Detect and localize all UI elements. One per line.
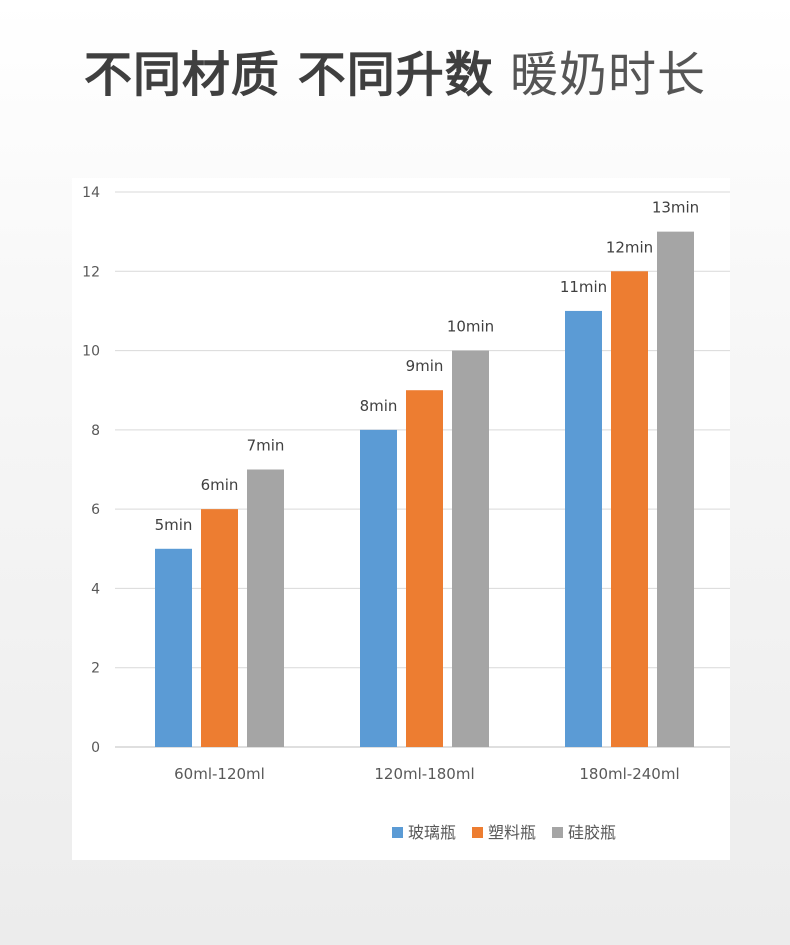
title-light: 暖奶时长 <box>509 47 706 103</box>
x-axis-ticks: 60ml-120ml 120ml-180ml 180ml-240ml <box>174 765 679 783</box>
bar-chart: 0 2 4 6 8 10 12 14 5min 6min 7min 8min 9min 10min 11m… <box>82 185 730 842</box>
y-tick-label: 12 <box>82 264 100 280</box>
y-tick-label: 10 <box>82 344 100 360</box>
data-label: 10min <box>447 318 494 336</box>
x-tick-label: 120ml-180ml <box>374 765 474 783</box>
data-label: 7min <box>247 437 285 455</box>
y-tick-label: 8 <box>91 423 100 439</box>
bar <box>247 469 284 747</box>
data-label: 8min <box>360 397 398 415</box>
y-tick-label: 14 <box>82 185 100 201</box>
y-tick-label: 0 <box>91 740 100 756</box>
y-tick-label: 6 <box>91 502 100 518</box>
x-tick-label: 180ml-240ml <box>579 765 679 783</box>
bar <box>406 390 443 747</box>
data-label: 9min <box>406 357 444 375</box>
y-tick-label: 2 <box>91 661 100 677</box>
bar <box>155 548 192 747</box>
data-label: 5min <box>155 516 193 534</box>
bar <box>201 509 238 747</box>
bar <box>565 310 602 747</box>
data-labels: 5min 6min 7min 8min 9min 10min 11min 12min 13min <box>155 199 700 534</box>
legend-label: 硅胶瓶 <box>568 823 616 842</box>
bar <box>452 350 489 747</box>
legend-label: 玻璃瓶 <box>408 823 456 842</box>
page-title: 不同材质 不同升数 暖奶时长 <box>0 42 790 108</box>
bars <box>155 231 694 748</box>
chart-panel: 0 2 4 6 8 10 12 14 5min 6min 7min 8min 9min 10min 11m… <box>72 178 730 860</box>
legend-label: 塑料瓶 <box>488 823 536 842</box>
data-label: 6min <box>201 476 239 494</box>
legend-swatch <box>392 827 403 838</box>
legend-swatch <box>552 827 563 838</box>
y-axis-ticks: 0 2 4 6 8 10 12 14 <box>82 185 100 756</box>
title-bold: 不同材质 不同升数 <box>84 47 494 103</box>
bar <box>611 271 648 747</box>
bar <box>657 231 694 748</box>
bar <box>360 429 397 747</box>
legend-swatch <box>472 827 483 838</box>
x-tick-label: 60ml-120ml <box>174 765 265 783</box>
legend: 玻璃瓶 塑料瓶 硅胶瓶 <box>392 823 616 842</box>
data-label: 11min <box>560 278 607 296</box>
data-label: 12min <box>606 238 653 256</box>
y-tick-label: 4 <box>91 581 100 597</box>
data-label: 13min <box>652 199 699 217</box>
